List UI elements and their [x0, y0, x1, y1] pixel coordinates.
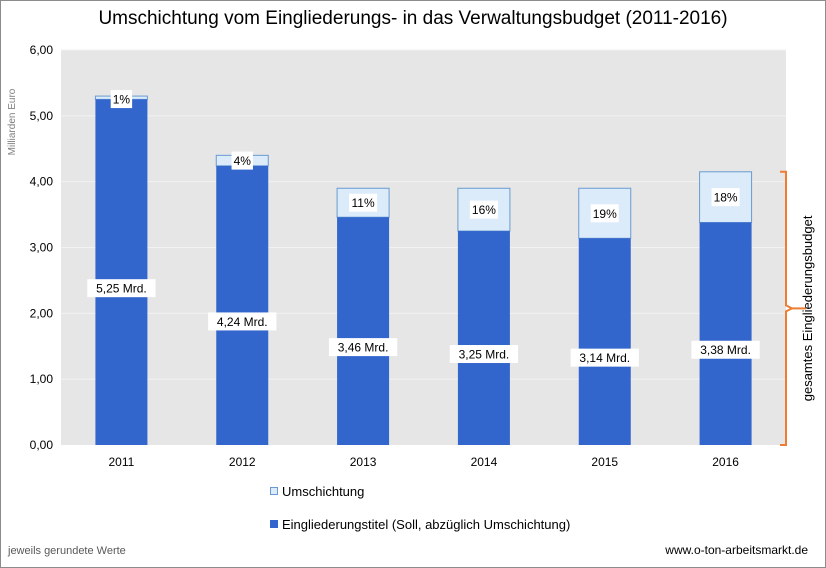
legend-label-eingliederungstitel: Eingliederungstitel (Soll, abzüglich Ums…: [282, 516, 571, 532]
legend-item-umschichtung: Umschichtung: [270, 481, 570, 501]
x-tick-label-2015: 2015: [591, 455, 618, 469]
legend-label-umschichtung: Umschichtung: [282, 483, 365, 499]
data-label-umschichtung-2016: 18%: [714, 191, 738, 205]
data-label-eingliederungstitel-2014-box: [449, 345, 519, 364]
x-tick-label-2012: 2012: [229, 455, 256, 469]
data-label-umschichtung-2015: 19%: [593, 207, 617, 221]
bar-eingliederungstitel-2015: [578, 238, 631, 445]
data-label-umschichtung-2014-box: [469, 200, 498, 219]
bar-eingliederungstitel-2011: [95, 99, 148, 445]
data-label-eingliederungstitel-2014: 3,25 Mrd.: [459, 348, 510, 362]
brace-label: gesamtes Eingliederungsbudget: [800, 215, 815, 401]
data-label-umschichtung-2015-box: [590, 204, 619, 223]
data-label-eingliederungstitel-2016: 3,38 Mrd.: [700, 343, 751, 357]
y-tick-label: 6,00: [30, 43, 54, 57]
bar-eingliederungstitel-2014: [457, 231, 510, 445]
plot-area: 0,00 1,00 2,00 3,00 4,00 5,00 6,00 Milliarden E…: [7, 43, 815, 469]
legend: Umschichtung Eingliederungstitel (Soll, …: [270, 481, 570, 547]
y-axis-label: Milliarden Euro: [7, 88, 18, 155]
y-tick-label: 0,00: [30, 438, 54, 452]
x-tick-label-2013: 2013: [350, 455, 377, 469]
data-label-eingliederungstitel-2015: 3,14 Mrd.: [579, 351, 630, 365]
x-tick-label-2016: 2016: [712, 455, 739, 469]
data-label-eingliederungstitel-2011: 5,25 Mrd.: [96, 282, 147, 296]
data-label-eingliederungstitel-2013-box: [328, 338, 398, 357]
legend-swatch-eingliederungstitel: [270, 520, 278, 528]
bar-eingliederungstitel-2013: [337, 217, 390, 445]
y-tick-label: 1,00: [30, 372, 54, 386]
data-label-umschichtung-2013-box: [349, 193, 378, 212]
data-label-umschichtung-2013: 11%: [352, 196, 375, 210]
chart-title: Umschichtung vom Eingliederungs- in das …: [98, 8, 728, 29]
legend-swatch-umschichtung: [270, 487, 278, 495]
bar-eingliederungstitel-2012: [216, 165, 269, 445]
y-tick-label: 5,00: [30, 109, 54, 123]
data-label-eingliederungstitel-2013: 3,46 Mrd.: [338, 341, 389, 355]
data-label-umschichtung-2016-box: [711, 188, 740, 207]
source-link[interactable]: www.o-ton-arbeitsmarkt.de: [665, 543, 808, 557]
data-label-umschichtung-2012: 4%: [234, 154, 252, 168]
data-label-eingliederungstitel-2011-box: [87, 279, 156, 298]
data-label-eingliederungstitel-2015-box: [570, 348, 639, 367]
y-tick-label: 3,00: [30, 241, 54, 255]
legend-item-eingliederungstitel: Eingliederungstitel (Soll, abzüglich Ums…: [270, 514, 570, 534]
data-label-eingliederungstitel-2016-box: [691, 340, 760, 359]
data-label-umschichtung-2011-box: [110, 90, 133, 109]
data-label-umschichtung-2012-box: [231, 151, 253, 170]
data-label-eingliederungstitel-2012-box: [208, 312, 277, 331]
y-tick-label: 2,00: [30, 306, 54, 320]
x-tick-label-2011: 2011: [109, 455, 135, 469]
bar-eingliederungstitel-2016: [699, 222, 752, 445]
y-tick-label: 4,00: [30, 175, 54, 189]
footnote: jeweils gerundete Werte: [8, 545, 126, 557]
x-tick-label-2014: 2014: [471, 455, 498, 469]
data-label-umschichtung-2011: 1%: [113, 93, 131, 107]
data-label-umschichtung-2014: 16%: [472, 203, 496, 217]
data-label-eingliederungstitel-2012: 4,24 Mrd.: [217, 315, 268, 329]
